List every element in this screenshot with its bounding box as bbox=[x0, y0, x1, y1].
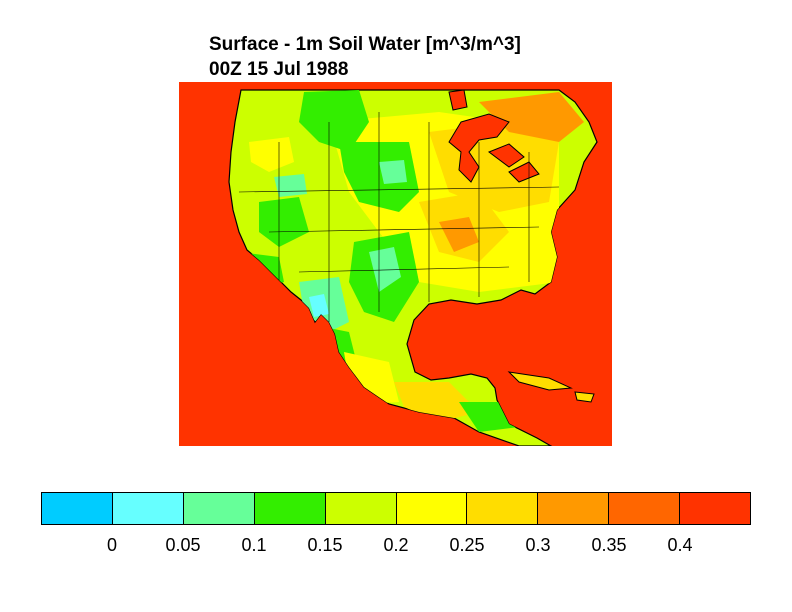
colorbar-swatch-5 bbox=[396, 493, 468, 524]
chart-subtitle-date: 00Z 15 Jul 1988 bbox=[209, 59, 349, 80]
soil-water-map bbox=[179, 82, 612, 446]
colorbar-swatch-1 bbox=[112, 493, 184, 524]
hispaniola bbox=[574, 391, 595, 403]
great-lakes bbox=[448, 113, 510, 183]
soil-water-fields bbox=[239, 90, 584, 432]
colorbar-swatch-4 bbox=[325, 493, 397, 524]
cuba bbox=[507, 371, 573, 391]
colorbar-swatch-0 bbox=[42, 493, 113, 524]
colorbar-tick-label: 0.1 bbox=[241, 535, 267, 555]
colorbar-tick-label: 0.05 bbox=[165, 535, 201, 555]
colorbar-tick-label: 0.15 bbox=[307, 535, 343, 555]
colorbar-swatch-7 bbox=[538, 493, 610, 524]
colorbar-tick-label: 0.25 bbox=[449, 535, 485, 555]
colorbar-tick-label: 0.35 bbox=[591, 535, 627, 555]
colorbar-swatch-9 bbox=[680, 493, 751, 524]
state-boundaries bbox=[238, 112, 560, 322]
colorbar-swatch-6 bbox=[467, 493, 539, 524]
colorbar-swatch-2 bbox=[183, 493, 255, 524]
colorbar-swatch-8 bbox=[609, 493, 681, 524]
colorbar bbox=[41, 492, 751, 525]
colorbar-swatch-3 bbox=[254, 493, 326, 524]
colorbar-tick-label: 0.2 bbox=[383, 535, 409, 555]
chart-title: Surface - 1m Soil Water [m^3/m^3] bbox=[209, 34, 521, 55]
colorbar-tick-label: 0 bbox=[106, 535, 118, 555]
colorbar-tick-label: 0.4 bbox=[667, 535, 693, 555]
colorbar-tick-label: 0.3 bbox=[525, 535, 551, 555]
